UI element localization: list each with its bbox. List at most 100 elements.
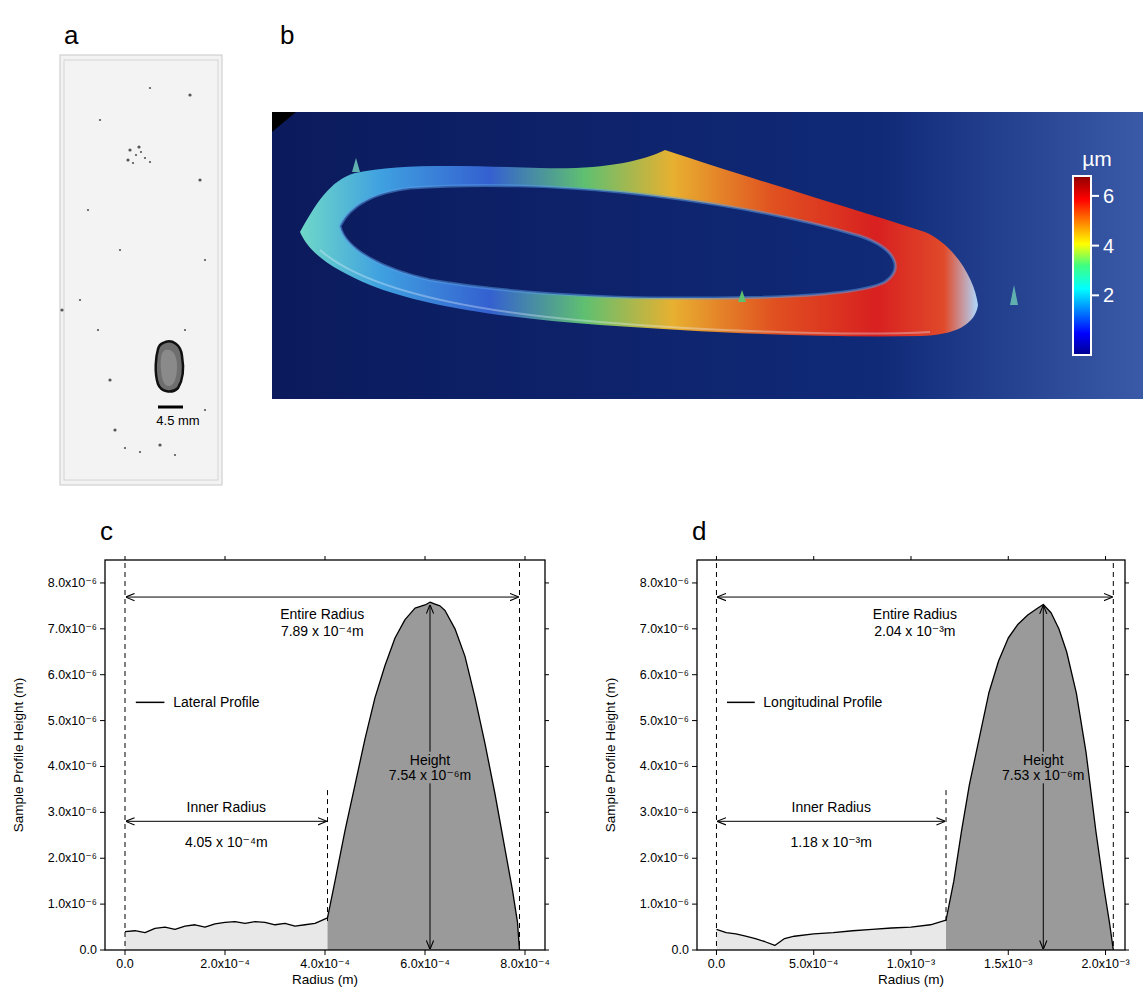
y-tick-label: 4.0x10⁻⁶ <box>48 759 97 773</box>
x-tick-top <box>325 556 326 560</box>
rim-area <box>328 602 520 950</box>
speck <box>158 443 161 446</box>
x-tick-label: 8.0x10⁻⁴ <box>500 957 550 971</box>
y-tick <box>100 766 105 767</box>
y-tick-label: 3.0x10⁻⁶ <box>640 805 689 819</box>
x-tick-label: 1.0x10⁻³ <box>887 957 935 971</box>
x-tick-top <box>525 556 526 560</box>
speck <box>140 151 142 153</box>
debris <box>1010 285 1018 305</box>
label-patch <box>388 767 472 783</box>
radius-start-line <box>716 563 717 950</box>
y-tick <box>100 582 105 583</box>
y-tick-label: 6.0x10⁻⁶ <box>640 668 689 682</box>
debris <box>738 290 746 302</box>
speck <box>149 87 151 89</box>
scale-bar-label: 4.5 mm <box>156 413 199 428</box>
x-tick-top <box>716 556 717 560</box>
y-tick-label: 4.0x10⁻⁶ <box>640 759 689 773</box>
speck <box>144 157 146 159</box>
x-axis-title: Radius (m) <box>878 972 944 987</box>
y-tick-label: 8.0x10⁻⁶ <box>640 576 689 590</box>
y-tick-label: 3.0x10⁻⁶ <box>48 805 97 819</box>
x-tick <box>813 950 814 955</box>
colorbar-tick <box>1091 245 1099 247</box>
y-tick <box>692 950 697 951</box>
y-tick <box>692 720 697 721</box>
ring-surface <box>300 150 978 336</box>
x-tick-label: 4.0x10⁻⁴ <box>300 957 350 971</box>
speck <box>79 299 81 301</box>
annotation-label: 1.18 x 10⁻³m <box>791 834 872 850</box>
profile-line <box>125 602 520 950</box>
y-tick-right <box>545 674 549 675</box>
speck <box>113 428 116 431</box>
legend-line <box>136 702 165 704</box>
x-tick <box>911 950 912 955</box>
profile-line <box>716 605 1113 950</box>
annotation-title: Height <box>410 752 451 768</box>
x-tick-label: 0.0 <box>116 957 133 971</box>
y-tick <box>100 904 105 905</box>
label-patch <box>1001 767 1085 783</box>
y-tick <box>100 720 105 721</box>
colorbar-tick <box>1091 195 1099 197</box>
inner-radius-line <box>327 790 328 923</box>
speck <box>128 148 131 151</box>
colorbar <box>1073 176 1091 355</box>
speck <box>99 119 101 121</box>
plot-data <box>716 605 1113 950</box>
y-tick <box>100 812 105 813</box>
colorbar-tick-label: 6 <box>1103 185 1114 207</box>
y-tick-label: 7.0x10⁻⁶ <box>48 622 97 636</box>
entire-radius-arrow <box>717 597 1112 598</box>
y-tick <box>100 858 105 859</box>
panel-label: a <box>64 20 79 50</box>
y-tick-label: 7.0x10⁻⁶ <box>640 622 689 636</box>
inner-fill-group <box>125 602 328 950</box>
rim-fill-group <box>328 602 520 950</box>
chart-panel: cLateral Profile0.02.0x10⁻⁴4.0x10⁻⁴6.0x1… <box>11 516 550 987</box>
y-tick-right <box>1125 582 1129 583</box>
y-tick-right <box>545 628 549 629</box>
y-tick <box>692 904 697 905</box>
x-tick-label: 1.5x10⁻³ <box>984 957 1032 971</box>
legend-label: Longitudinal Profile <box>763 694 882 710</box>
speck <box>139 451 141 453</box>
speck <box>97 329 99 331</box>
y-tick-label: 2.0x10⁻⁶ <box>48 851 97 865</box>
y-tick-right <box>1125 674 1129 675</box>
x-tick <box>425 950 426 955</box>
colorbar-tick-label: 2 <box>1103 284 1114 306</box>
speck <box>198 178 201 181</box>
chart-panel: dLongitudinal Profile0.05.0x10⁻⁴1.0x10⁻³… <box>603 516 1130 987</box>
x-tick-top <box>1008 556 1009 560</box>
entire-radius-arrow <box>126 597 519 598</box>
inner-radius-arrow <box>717 821 945 822</box>
speck <box>204 259 206 261</box>
annotation-title: Height <box>1023 752 1064 768</box>
annotation-title: Entire Radius <box>873 606 957 622</box>
speck <box>60 308 63 311</box>
x-tick-top <box>1105 556 1106 560</box>
slide-edge <box>64 60 218 480</box>
x-tick-label: 0.0 <box>708 957 725 971</box>
y-axis-title: Sample Profile Height (m) <box>11 678 26 833</box>
x-tick-label: 2.0x10⁻⁴ <box>200 957 250 971</box>
y-tick-label: 6.0x10⁻⁶ <box>48 668 97 682</box>
x-tick <box>1008 950 1009 955</box>
colorbar-tick-label: 4 <box>1103 235 1114 257</box>
y-tick-right <box>545 858 549 859</box>
inner-radius-arrow <box>126 821 327 822</box>
plot-data <box>125 602 520 950</box>
slide <box>60 55 222 485</box>
x-tick-label: 6.0x10⁻⁴ <box>400 957 450 971</box>
rim-fill-group <box>946 605 1113 950</box>
label-patch <box>409 752 452 768</box>
panel-label: c <box>100 516 113 546</box>
x-tick-top <box>813 556 814 560</box>
y-tick-right <box>1125 766 1129 767</box>
speck <box>126 158 129 161</box>
inner-area <box>125 602 328 950</box>
speck <box>149 161 151 163</box>
